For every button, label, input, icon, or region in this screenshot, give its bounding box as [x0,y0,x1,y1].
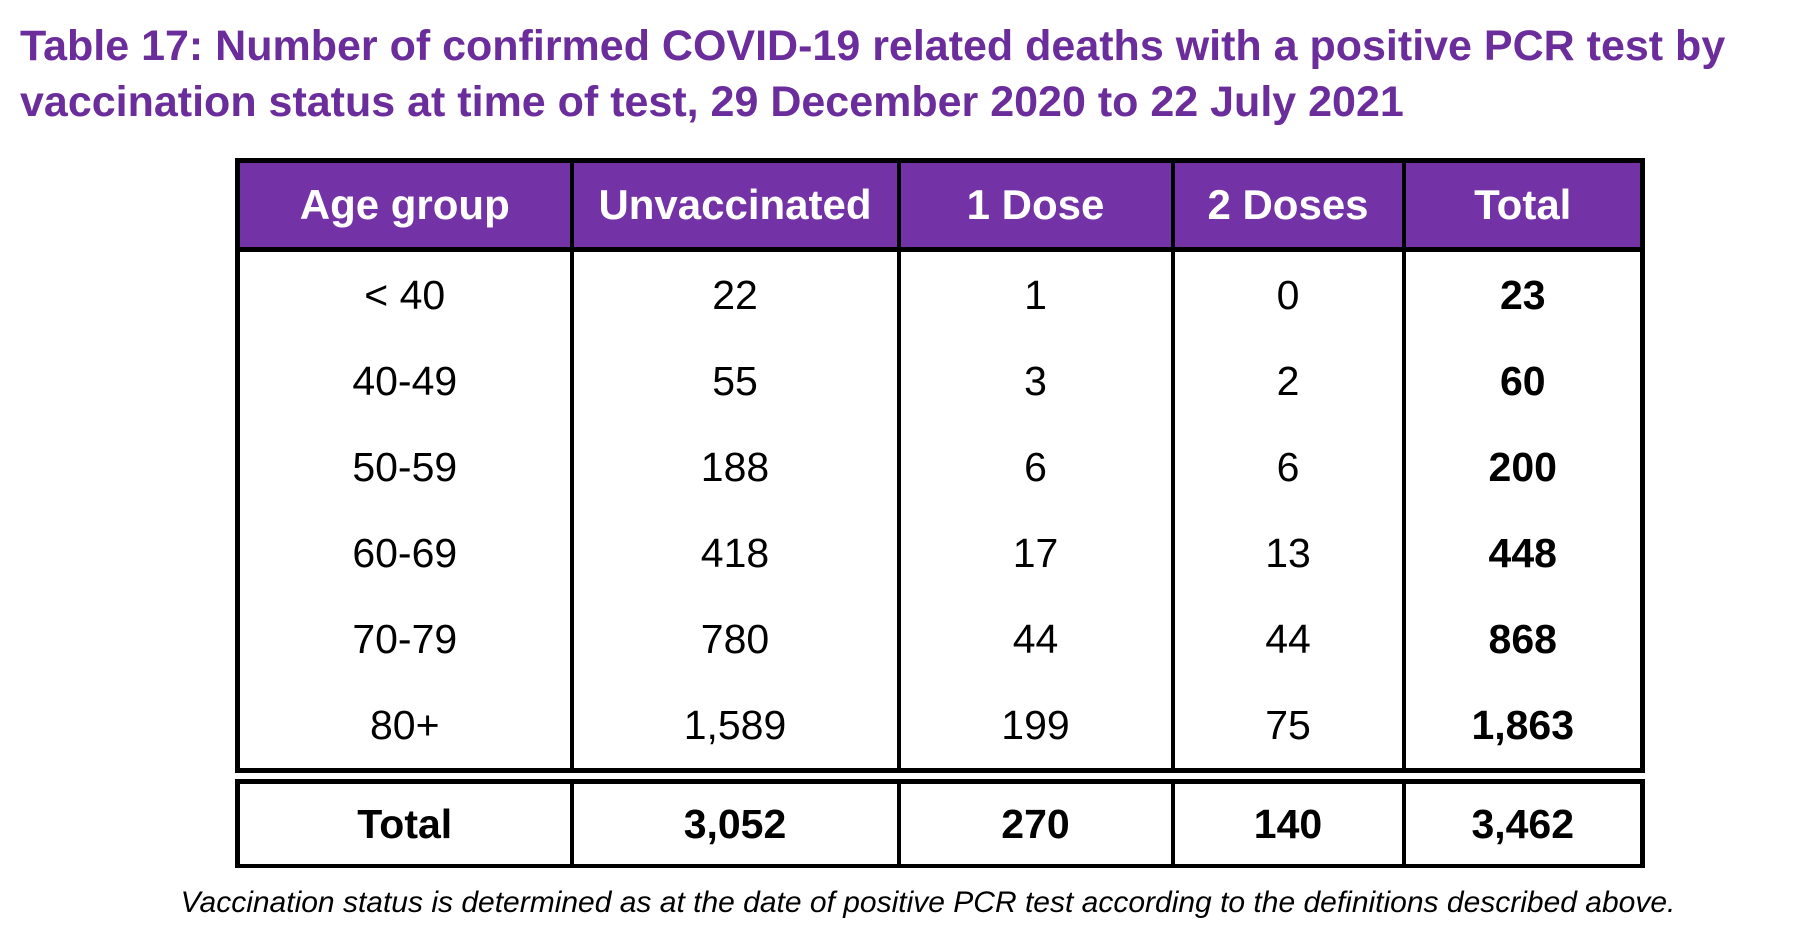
table-footnote: Vaccination status is determined as at t… [180,886,1676,919]
table-title: Table 17: Number of confirmed COVID-19 r… [20,18,1800,130]
dose2-cell: 75 [1170,682,1404,776]
dose1-cell: 1 [896,249,1173,338]
dose2-cell: 44 [1170,596,1404,682]
unvaccinated-cell: 418 [569,510,899,596]
row-total-cell: 60 [1401,338,1643,424]
total-dose2-cell: 140 [1170,768,1404,866]
unvaccinated-cell: 22 [569,249,899,338]
table-row-60-69: 60-69 418 17 13 448 [237,510,1643,596]
dose1-cell: 3 [896,338,1173,424]
unvaccinated-cell: 1,589 [569,682,899,776]
dose1-cell: 6 [896,424,1173,510]
column-header-1-dose: 1 Dose [896,158,1173,252]
table-title-line-1: Table 17: Number of confirmed COVID-19 r… [20,22,1726,70]
table-row-40-49: 40-49 55 3 2 60 [237,338,1643,424]
row-total-cell: 448 [1401,510,1643,596]
dose2-cell: 2 [1170,338,1404,424]
age-group-cell: 40-49 [237,338,572,424]
age-group-cell: 80+ [237,682,572,776]
total-unvaccinated-cell: 3,052 [569,768,899,866]
column-header-unvaccinated: Unvaccinated [569,158,899,252]
dose1-cell: 17 [896,510,1173,596]
column-header-total: Total [1401,158,1643,252]
row-total-cell: 200 [1401,424,1643,510]
table-row-under-40: < 40 22 1 0 23 [237,249,1643,338]
age-group-cell: 60-69 [237,510,572,596]
column-header-2-doses: 2 Doses [1170,158,1404,252]
header-row: Age group Unvaccinated 1 Dose 2 Doses To… [237,158,1643,252]
table-header: Age group Unvaccinated 1 Dose 2 Doses To… [237,158,1643,252]
row-total-cell: 868 [1401,596,1643,682]
unvaccinated-cell: 55 [569,338,899,424]
column-header-age-group: Age group [237,158,572,252]
dose2-cell: 0 [1170,249,1404,338]
age-group-cell: < 40 [237,249,572,338]
dose1-cell: 44 [896,596,1173,682]
unvaccinated-cell: 188 [569,424,899,510]
table-row-80-plus: 80+ 1,589 199 75 1,863 [237,682,1643,776]
dose2-cell: 13 [1170,510,1404,596]
total-dose1-cell: 270 [896,768,1173,866]
total-label-cell: Total [237,768,572,866]
table-row-50-59: 50-59 188 6 6 200 [237,424,1643,510]
grand-total-cell: 3,462 [1401,768,1643,866]
row-total-cell: 1,863 [1401,682,1643,776]
dose1-cell: 199 [896,682,1173,776]
table-title-line-2: vaccination status at time of test, 29 D… [20,78,1404,126]
age-group-cell: 70-79 [237,596,572,682]
table-row-total: Total 3,052 270 140 3,462 [237,768,1643,866]
row-total-cell: 23 [1401,249,1643,338]
age-group-cell: 50-59 [237,424,572,510]
table-row-70-79: 70-79 780 44 44 868 [237,596,1643,682]
unvaccinated-cell: 780 [569,596,899,682]
table-body: < 40 22 1 0 23 40-49 55 3 2 60 50-59 188… [237,249,1643,866]
covid-deaths-by-vaccination-status-table: Age group Unvaccinated 1 Dose 2 Doses To… [235,158,1645,868]
dose2-cell: 6 [1170,424,1404,510]
